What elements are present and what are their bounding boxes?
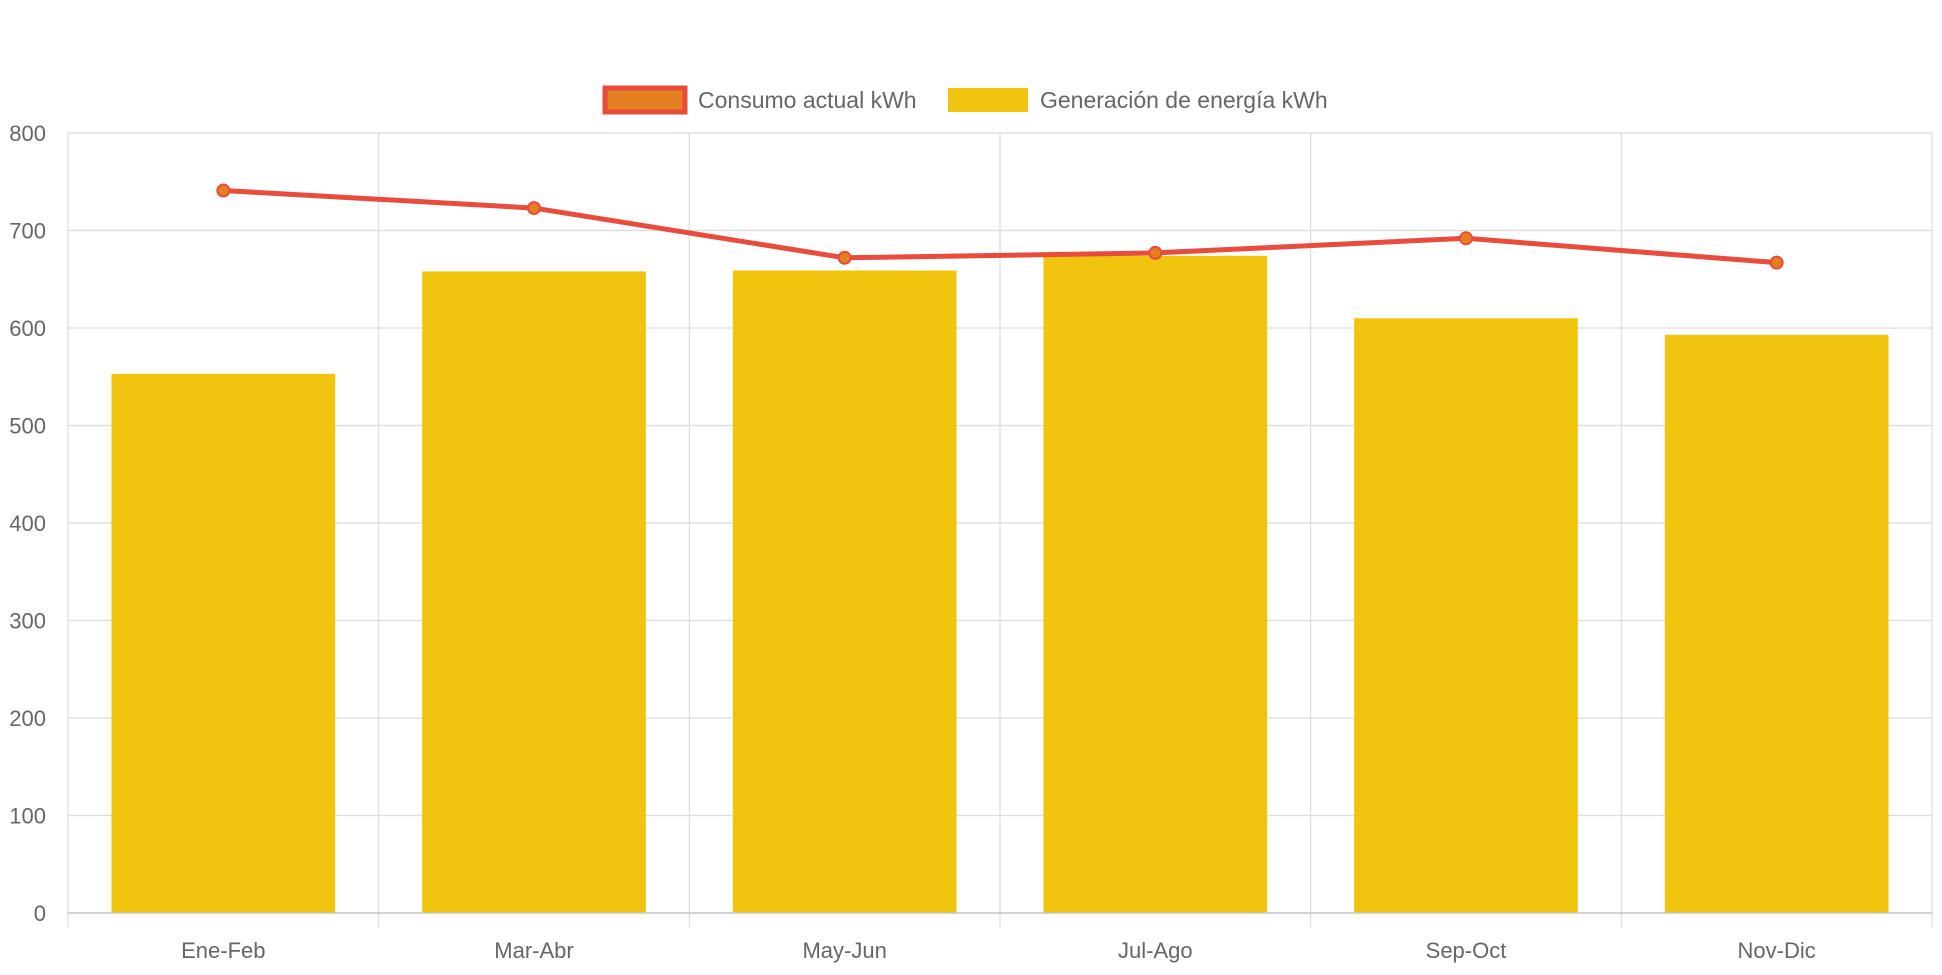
legend-label-consumo: Consumo actual kWh xyxy=(698,87,917,113)
x-tick-label: Jul-Ago xyxy=(1118,938,1193,963)
bar-ene-feb[interactable] xyxy=(111,373,336,913)
y-tick-label: 200 xyxy=(9,706,46,731)
grid-layer xyxy=(67,132,1933,927)
y-tick-label: 400 xyxy=(9,511,46,536)
y-tick-label: 100 xyxy=(9,804,46,829)
y-tick-label: 500 xyxy=(9,414,46,439)
consumption-line xyxy=(220,188,1780,266)
legend-swatch-generacion xyxy=(948,88,1028,112)
line-point-mar-abr[interactable] xyxy=(527,201,541,216)
line-layer xyxy=(216,183,1784,270)
legend[interactable]: Consumo actual kWh Generación de energía … xyxy=(602,85,1328,115)
line-point-ene-feb[interactable] xyxy=(216,183,231,198)
bar-sep-oct[interactable] xyxy=(1354,318,1578,913)
bar-mar-abr[interactable] xyxy=(422,271,646,913)
line-point-jul-ago[interactable] xyxy=(1148,245,1163,260)
legend-item-generacion[interactable]: Generación de energía kWh xyxy=(948,87,1328,113)
line-point-may-jun[interactable] xyxy=(837,250,852,265)
line-point-sep-oct[interactable] xyxy=(1459,231,1473,246)
bar-nov-dic[interactable] xyxy=(1664,334,1889,913)
bars-layer xyxy=(111,255,1889,914)
bar-may-jun[interactable] xyxy=(732,270,957,914)
x-tick-label: May-Jun xyxy=(802,938,886,963)
x-tick-label: Nov-Dic xyxy=(1738,938,1816,963)
legend-swatch-consumo xyxy=(602,85,688,115)
y-tick-label: 700 xyxy=(9,219,46,244)
legend-label-generacion: Generación de energía kWh xyxy=(1040,87,1328,113)
x-tick-label: Mar-Abr xyxy=(494,938,573,963)
line-point-nov-dic[interactable] xyxy=(1769,255,1784,270)
y-tick-label: 600 xyxy=(9,316,46,341)
y-tick-label: 300 xyxy=(9,609,46,634)
bar-jul-ago[interactable] xyxy=(1043,255,1268,914)
y-tick-label: 800 xyxy=(9,121,46,146)
legend-item-consumo[interactable]: Consumo actual kWh xyxy=(602,85,917,115)
axis-layer: 0 100 200 300 400 500 600 700 800 Ene-Feb Mar-Abr M… xyxy=(9,121,1932,963)
x-tick-label: Sep-Oct xyxy=(1426,938,1507,963)
y-tick-label: 0 xyxy=(34,901,46,926)
x-tick-label: Ene-Feb xyxy=(181,938,265,963)
